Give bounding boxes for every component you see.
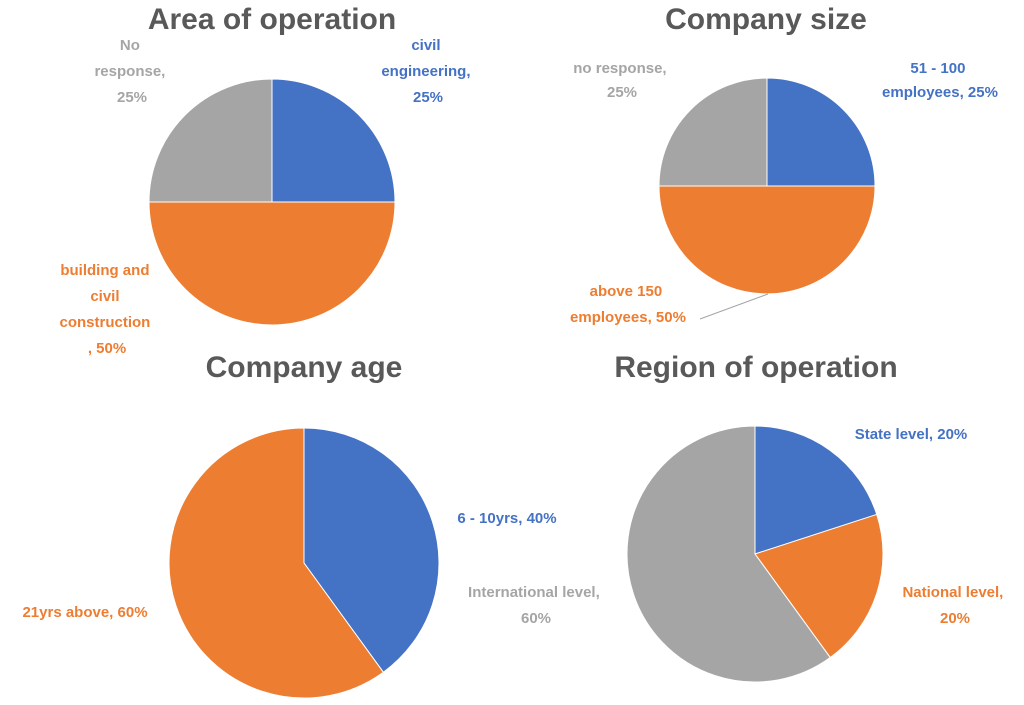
- pie-slice-6-10yrs: [303, 427, 440, 673]
- pie-slice-national-level: [754, 513, 884, 659]
- leader-line-above-150: [699, 293, 769, 320]
- pie-slice-state-level: [754, 425, 878, 555]
- pie-slice-building-and-civil-construction: [148, 201, 396, 326]
- pie-company-size: [658, 77, 876, 295]
- pie-slice-51-100-employees: [766, 77, 876, 187]
- slice-label-no-response-size: no response, 25%: [573, 60, 671, 101]
- pie-slice-no-response: [658, 77, 768, 187]
- pie-slice-above-150-employees: [658, 185, 876, 295]
- slice-label-national-level: National level, 20%: [902, 584, 1007, 627]
- chart-title-company-age: Company age: [206, 351, 403, 384]
- slice-label-6-10yrs: 6 - 10yrs, 40%: [457, 510, 556, 527]
- slice-label-above-150-employees: above 150 employees, 50%: [570, 283, 686, 326]
- pie-slice-no-response: [148, 78, 273, 203]
- chart-title-area-of-operation: Area of operation: [148, 3, 396, 36]
- slice-label-international-level: International level, 60%: [468, 584, 604, 627]
- pie-area-of-operation: [148, 78, 396, 326]
- pie-company-age: [168, 427, 440, 699]
- pie-slice-international-level: [626, 425, 831, 683]
- chart-title-region-of-operation: Region of operation: [614, 351, 897, 384]
- chart-company-size: Company size 51 - 100 employees, 25% abo…: [570, 3, 998, 326]
- chart-region-of-operation: Region of operation State level, 20% Nat…: [468, 351, 1007, 683]
- chart-company-age: Company age 6 - 10yrs, 40% 21yrs above, …: [22, 351, 557, 699]
- slice-label-51-100-employees: 51 - 100 employees, 25%: [882, 60, 998, 101]
- slice-label-state-level: State level, 20%: [855, 426, 968, 443]
- chart-title-company-size: Company size: [665, 3, 867, 36]
- slice-label-civil-engineering: civil engineering, 25%: [381, 37, 474, 106]
- slice-label-building-and-civil-construction: building and civil construction , 50%: [59, 262, 154, 357]
- slice-label-21yrs-above: 21yrs above, 60%: [22, 604, 147, 621]
- slice-label-no-response: No response, 25%: [94, 37, 169, 106]
- pie-slice-21yrs-above: [168, 427, 385, 699]
- chart-area-of-operation: Area of operation civil engineering, 25%…: [59, 3, 474, 357]
- pie-region-of-operation: [626, 425, 884, 683]
- pie-slice-civil-engineering: [271, 78, 396, 203]
